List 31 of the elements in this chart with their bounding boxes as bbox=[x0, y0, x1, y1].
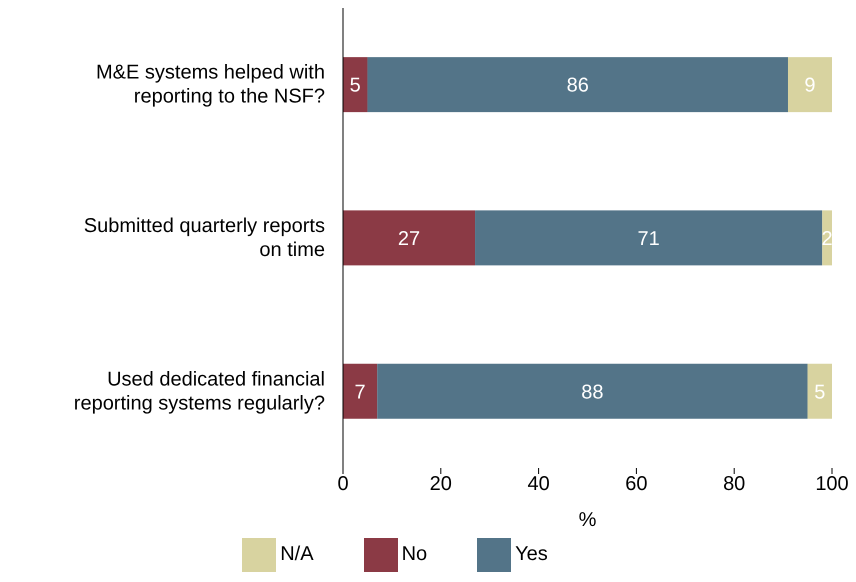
x-tick-label: 60 bbox=[625, 473, 648, 496]
data-label: 5 bbox=[814, 381, 826, 404]
x-tick-label: 80 bbox=[723, 473, 746, 496]
data-label: 27 bbox=[398, 228, 420, 250]
legend-label: Yes bbox=[515, 543, 548, 566]
bar bbox=[822, 210, 832, 266]
x-tick-label: 0 bbox=[337, 473, 349, 496]
x-tick-label: 40 bbox=[527, 473, 550, 496]
y-tick-label: Used dedicated financial reporting systems regularly? bbox=[74, 368, 325, 414]
bar bbox=[343, 57, 368, 112]
legend-label: N/A bbox=[280, 543, 314, 566]
x-tick-label: 20 bbox=[430, 473, 452, 496]
data-label: 71 bbox=[638, 228, 660, 250]
y-tick-label: M&E systems helped with reporting to the NSF? bbox=[96, 62, 325, 108]
data-label: 5 bbox=[350, 74, 361, 97]
bar bbox=[788, 57, 832, 112]
legend-label: No bbox=[402, 543, 428, 566]
data-label: 86 bbox=[566, 74, 589, 97]
x-axis-title: % bbox=[578, 509, 597, 531]
bar bbox=[475, 210, 822, 266]
data-label: 7 bbox=[354, 381, 366, 404]
bar bbox=[377, 364, 808, 419]
data-label: 9 bbox=[804, 74, 816, 97]
bar bbox=[808, 364, 832, 419]
bar bbox=[343, 210, 476, 266]
data-label: 2 bbox=[822, 228, 833, 250]
data-label: 88 bbox=[581, 381, 604, 404]
x-tick-label: 100 bbox=[815, 473, 849, 496]
bar bbox=[343, 364, 378, 419]
bar bbox=[367, 57, 788, 112]
y-tick-label: Submitted quarterly reports on time bbox=[84, 215, 325, 261]
